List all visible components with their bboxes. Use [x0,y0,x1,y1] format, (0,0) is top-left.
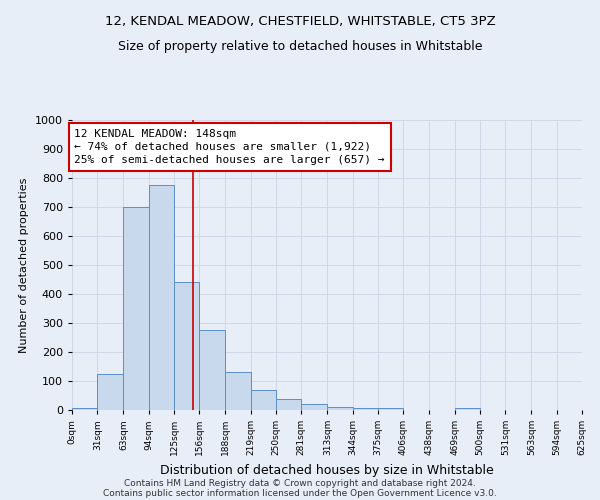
X-axis label: Distribution of detached houses by size in Whitstable: Distribution of detached houses by size … [160,464,494,476]
Bar [199,330,226,410]
Bar [251,390,276,410]
Bar [97,374,124,410]
Bar [72,408,97,410]
Text: 12 KENDAL MEADOW: 148sqm
← 74% of detached houses are smaller (1,922)
25% of sem: 12 KENDAL MEADOW: 148sqm ← 74% of detach… [74,128,385,165]
Bar [226,372,251,410]
Bar [378,408,403,410]
Text: Size of property relative to detached houses in Whitstable: Size of property relative to detached ho… [118,40,482,53]
Y-axis label: Number of detached properties: Number of detached properties [19,178,29,352]
Bar [276,400,301,410]
Bar [328,407,353,410]
Text: Contains HM Land Registry data © Crown copyright and database right 2024.: Contains HM Land Registry data © Crown c… [124,478,476,488]
Text: Contains public sector information licensed under the Open Government Licence v3: Contains public sector information licen… [103,488,497,498]
Bar [149,185,174,410]
Bar [174,282,199,410]
Text: 12, KENDAL MEADOW, CHESTFIELD, WHITSTABLE, CT5 3PZ: 12, KENDAL MEADOW, CHESTFIELD, WHITSTABL… [104,15,496,28]
Bar [353,408,378,410]
Bar [455,408,480,410]
Bar [124,207,149,410]
Bar [301,404,328,410]
